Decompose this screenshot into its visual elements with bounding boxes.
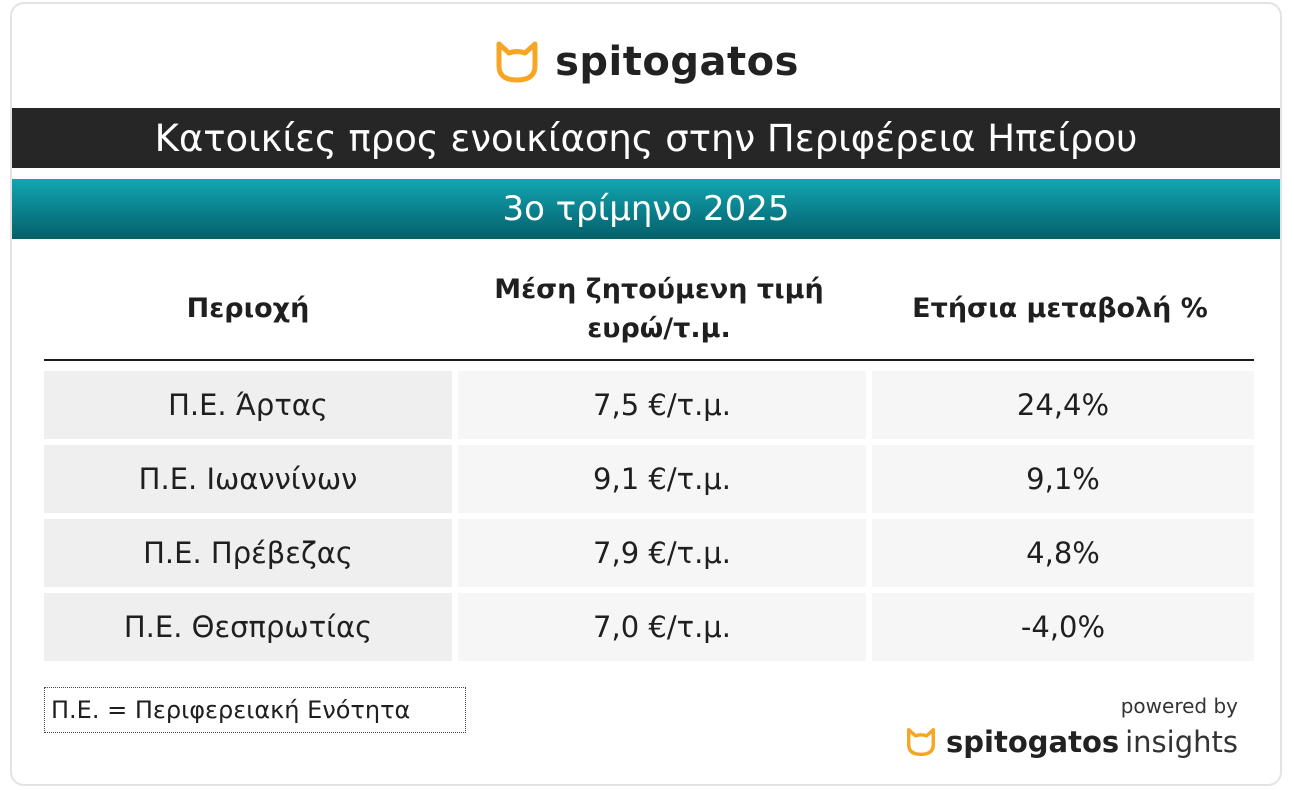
footer-logo: spitogatos insights xyxy=(904,720,1238,764)
page-title: Κατοικίες προς ενοικίασης στην Περιφέρει… xyxy=(12,108,1280,168)
header-change: Ετήσια μεταβολή % xyxy=(912,293,1208,325)
price-cell: 7,0 €/τ.μ. xyxy=(458,593,866,661)
change-cell: 9,1% xyxy=(872,445,1254,513)
region-cell: Π.Ε. Θεσπρωτίας xyxy=(44,593,452,661)
change-cell: 4,8% xyxy=(872,519,1254,587)
header-region: Περιοχή xyxy=(186,293,310,325)
region-cell: Π.Ε. Ιωαννίνων xyxy=(44,445,452,513)
region-cell: Π.Ε. Άρτας xyxy=(44,371,452,439)
price-cell: 7,9 €/τ.μ. xyxy=(458,519,866,587)
cat-icon xyxy=(907,728,935,756)
change-cell: 24,4% xyxy=(872,371,1254,439)
region-cell: Π.Ε. Πρέβεζας xyxy=(44,519,452,587)
footer-brand-suffix: insights xyxy=(1125,725,1238,759)
price-cell: 9,1 €/τ.μ. xyxy=(458,445,866,513)
change-cell: -4,0% xyxy=(872,593,1254,661)
table-row: Π.Ε. Ιωαννίνων 9,1 €/τ.μ. 9,1% xyxy=(44,445,1254,513)
period-subtitle: 3ο τρίμηνο 2025 xyxy=(12,179,1280,239)
footer-brand-name: spitogatos xyxy=(946,725,1120,759)
table-body: Π.Ε. Άρτας 7,5 €/τ.μ. 24,4% Π.Ε. Ιωαννίν… xyxy=(44,371,1254,667)
table-row: Π.Ε. Πρέβεζας 7,9 €/τ.μ. 4,8% xyxy=(44,519,1254,587)
table-row: Π.Ε. Άρτας 7,5 €/τ.μ. 24,4% xyxy=(44,371,1254,439)
price-cell: 7,5 €/τ.μ. xyxy=(458,371,866,439)
header-price: Μέση ζητούμενη τιμή ευρώ/τ.μ. xyxy=(494,273,824,344)
infographic-card: spitogatos Κατοικίες προς ενοικίασης στη… xyxy=(10,2,1282,786)
brand-logo: spitogatos xyxy=(12,32,1280,92)
cat-icon xyxy=(496,41,538,83)
table-row: Π.Ε. Θεσπρωτίας 7,0 €/τ.μ. -4,0% xyxy=(44,593,1254,661)
powered-by-label: powered by xyxy=(1120,694,1238,718)
table-header: Περιοχή Μέση ζητούμενη τιμή ευρώ/τ.μ. Ετή… xyxy=(44,259,1254,361)
footnote: Π.Ε. = Περιφερειακή Ενότητα xyxy=(44,687,466,733)
brand-name: spitogatos xyxy=(555,39,799,85)
